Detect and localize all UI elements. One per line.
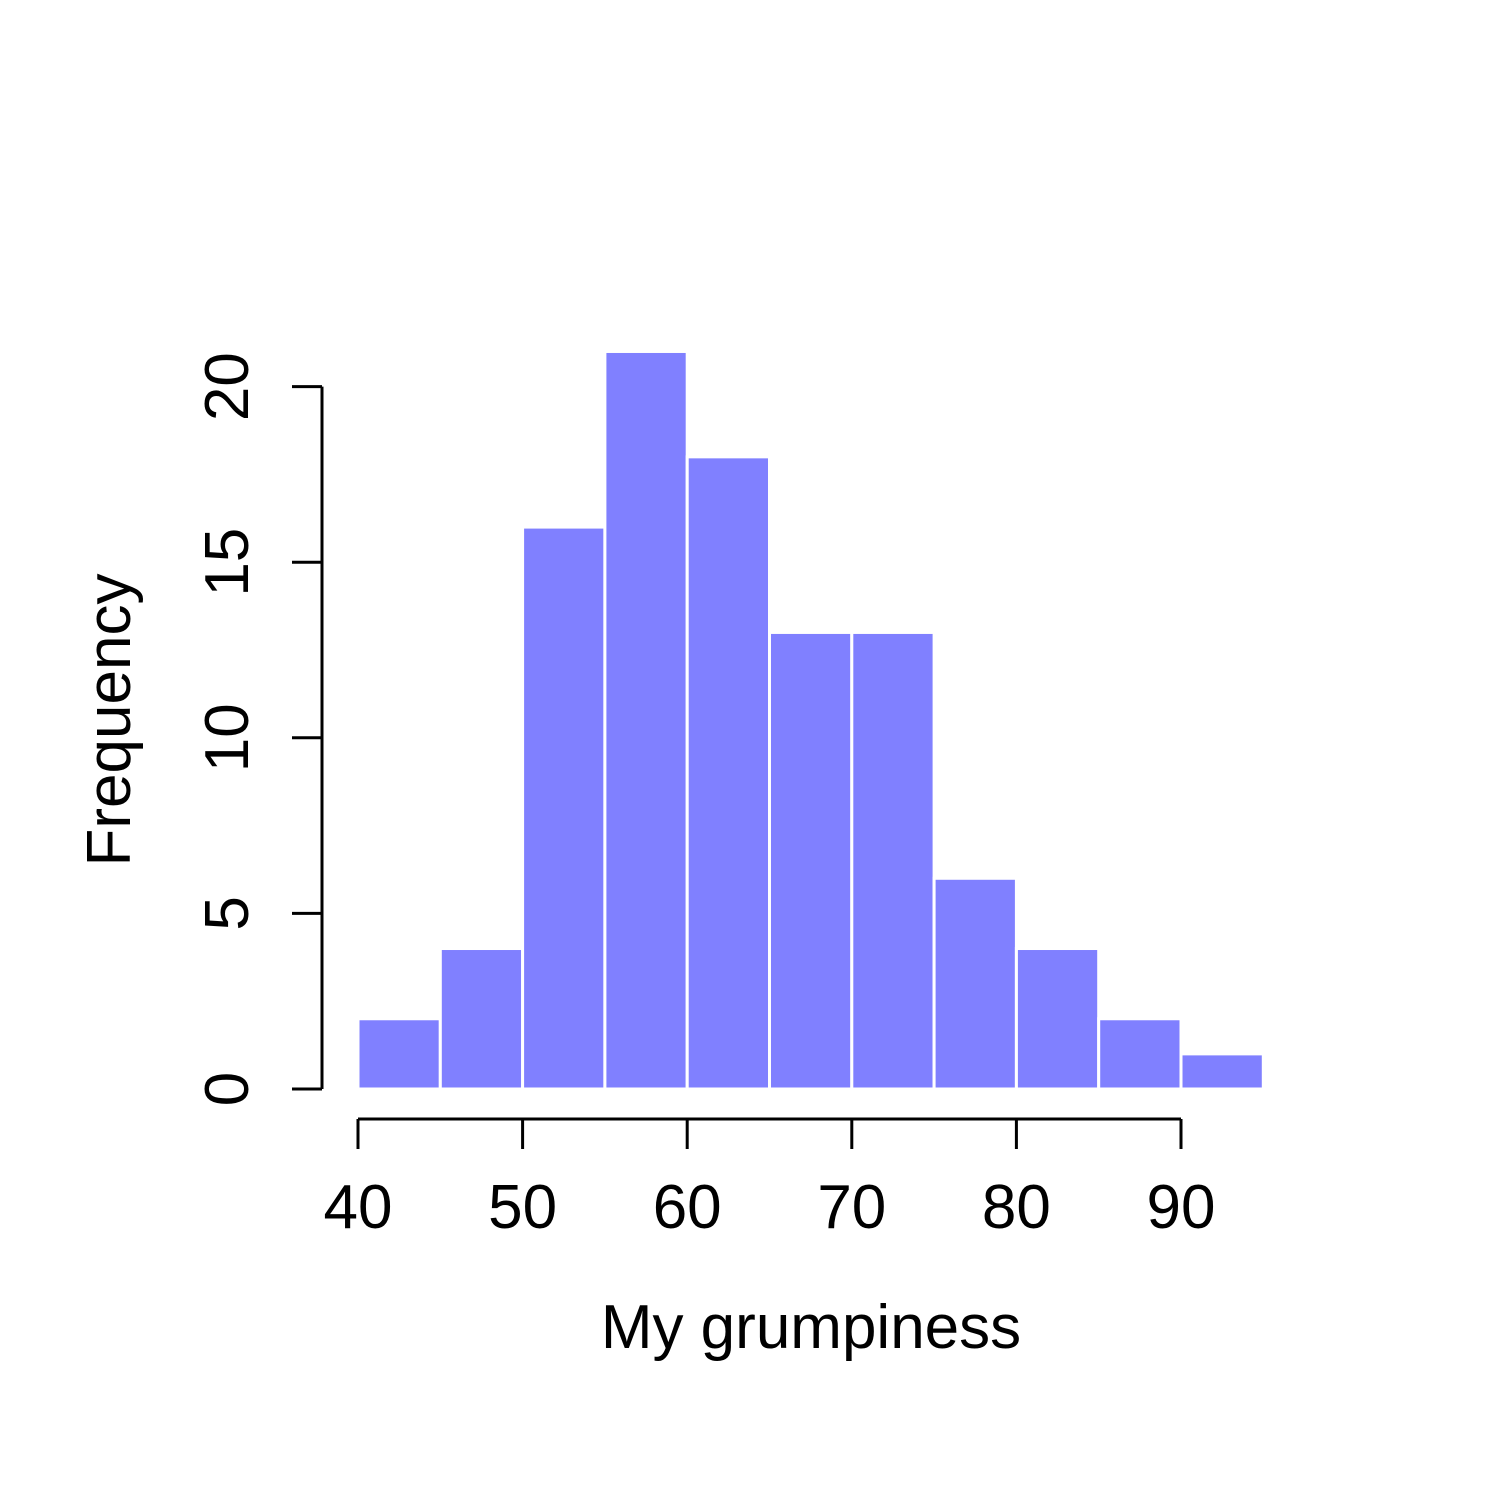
x-tick-label-40: 40 <box>324 1173 393 1242</box>
y-axis: 0 5 10 15 20 <box>193 352 324 1106</box>
histogram-bar-70-75 <box>850 630 936 1091</box>
y-tick-label-15: 15 <box>193 528 262 597</box>
x-tick-label-80: 80 <box>982 1173 1051 1242</box>
x-tick-label-60: 60 <box>653 1173 722 1242</box>
histogram-bar-85-90 <box>1097 1017 1183 1091</box>
y-tick-label-0: 0 <box>193 1072 262 1106</box>
histogram-bar-75-80 <box>932 876 1018 1091</box>
y-tick-label-5: 5 <box>193 896 262 930</box>
histogram-bar-60-65 <box>685 455 772 1091</box>
x-tick-label-50: 50 <box>488 1173 557 1242</box>
histogram-bar-45-50 <box>438 947 525 1091</box>
y-axis-title: Frequency <box>75 574 144 867</box>
histogram-bar-90-95 <box>1179 1052 1265 1091</box>
y-tick-label-10: 10 <box>193 703 262 772</box>
bars-group <box>356 349 1265 1091</box>
histogram-bar-80-85 <box>1014 947 1101 1091</box>
y-tick-label-20: 20 <box>193 352 262 421</box>
x-tick-label-70: 70 <box>817 1173 886 1242</box>
histogram-bar-40-45 <box>356 1017 442 1091</box>
histogram-bar-50-55 <box>521 525 607 1091</box>
x-tick-label-90: 90 <box>1147 1173 1216 1242</box>
histogram-bar-65-70 <box>768 630 854 1091</box>
x-axis: 40 50 60 70 80 90 <box>324 1117 1216 1242</box>
histogram-bar-55-60 <box>603 349 689 1091</box>
x-axis-title: My grumpiness <box>601 1293 1021 1362</box>
